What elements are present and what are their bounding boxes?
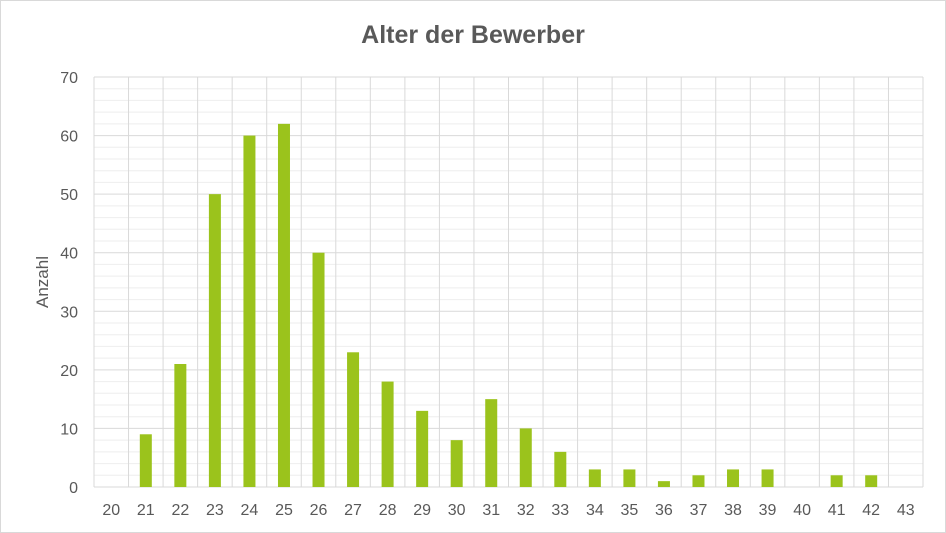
bar-23: [208, 194, 221, 487]
bar-26: [312, 252, 325, 487]
x-tick-label: 27: [344, 502, 362, 519]
x-tick-label: 32: [517, 502, 535, 519]
bar-29: [416, 410, 429, 487]
x-tick-label: 21: [137, 502, 155, 519]
bar-32: [519, 428, 532, 487]
bars: [139, 123, 878, 488]
bar-37: [692, 475, 705, 487]
x-tick-labels: 20 21 22 23 24 25 26 27 28 29 30 31 32 33 34 35 36 37 38 39…: [102, 502, 914, 519]
y-tick-label: 70: [60, 70, 78, 87]
bar-31: [485, 399, 498, 487]
x-tick-label: 36: [655, 502, 673, 519]
bar-25: [277, 123, 290, 487]
bar-41: [830, 475, 843, 487]
y-tick-label: 60: [60, 129, 78, 146]
x-tick-label: 39: [759, 502, 777, 519]
x-tick-label: 20: [102, 502, 120, 519]
x-tick-label: 35: [620, 502, 638, 519]
grid: [93, 76, 924, 488]
bar-42: [865, 475, 878, 487]
y-tick-label: 50: [60, 187, 78, 204]
x-tick-label: 40: [793, 502, 811, 519]
bar-33: [554, 451, 567, 487]
bar-39: [761, 469, 774, 487]
bar-34: [588, 469, 601, 487]
x-tick-label: 33: [551, 502, 569, 519]
x-tick-label: 31: [482, 502, 500, 519]
x-tick-label: 22: [171, 502, 189, 519]
bar-35: [623, 469, 636, 487]
y-tick-label: 20: [60, 363, 78, 380]
bar-28: [381, 381, 394, 487]
bar-36: [657, 481, 670, 487]
x-tick-label: 43: [897, 502, 915, 519]
y-tick-label: 0: [69, 480, 78, 497]
x-tick-label: 24: [241, 502, 259, 519]
chart-title: Alter der Bewerber: [361, 21, 585, 49]
bar-22: [174, 364, 187, 487]
y-tick-label: 10: [60, 421, 78, 438]
x-tick-label: 34: [586, 502, 604, 519]
x-tick-label: 26: [310, 502, 328, 519]
bar-21: [139, 434, 152, 487]
x-tick-label: 42: [862, 502, 880, 519]
x-tick-label: 29: [413, 502, 431, 519]
y-axis-label: Anzahl: [33, 256, 52, 308]
bar-27: [347, 352, 360, 487]
x-tick-label: 23: [206, 502, 224, 519]
bar-38: [727, 469, 740, 487]
x-tick-label: 28: [379, 502, 397, 519]
y-tick-labels: 0 10 20 30 40 50 60 70: [60, 70, 78, 497]
x-tick-label: 38: [724, 502, 742, 519]
bar-30: [450, 440, 463, 487]
y-tick-label: 30: [60, 304, 78, 321]
bar-24: [243, 135, 256, 488]
x-tick-label: 30: [448, 502, 466, 519]
y-tick-label: 40: [60, 246, 78, 263]
x-tick-label: 41: [828, 502, 846, 519]
x-tick-label: 25: [275, 502, 293, 519]
x-tick-label: 37: [690, 502, 708, 519]
